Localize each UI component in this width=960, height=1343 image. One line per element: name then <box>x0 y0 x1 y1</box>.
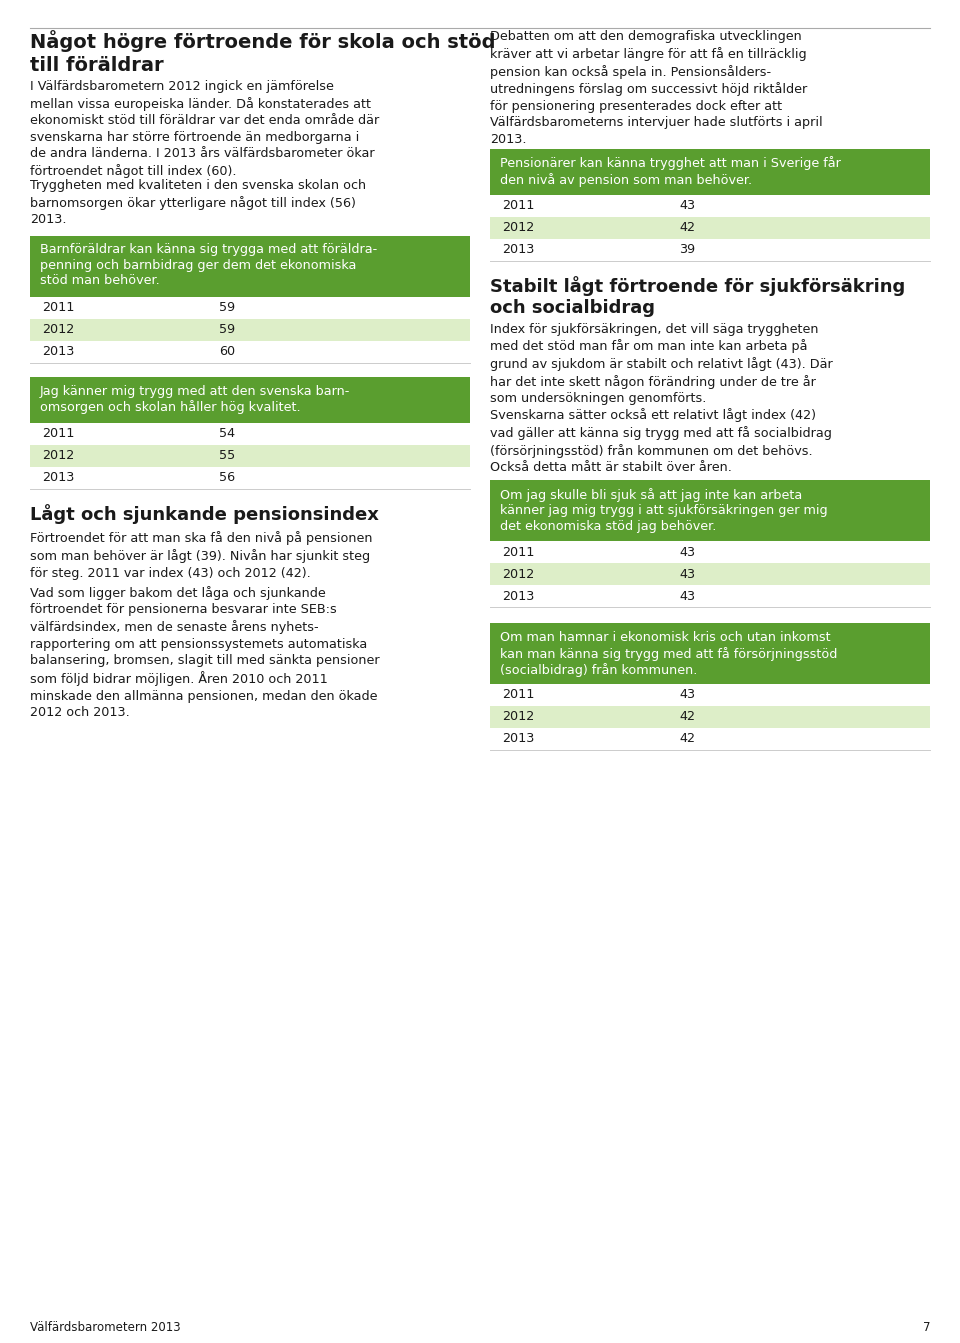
Text: 43: 43 <box>680 568 695 580</box>
Bar <box>490 239 930 261</box>
Text: 2012: 2012 <box>502 222 535 234</box>
Text: 2011: 2011 <box>42 427 74 441</box>
Text: Lågt och sjunkande pensionsindex: Lågt och sjunkande pensionsindex <box>30 505 379 525</box>
Text: 2011: 2011 <box>502 689 535 701</box>
Text: Förtroendet för att man ska få den nivå på pensionen
som man behöver är lågt (39: Förtroendet för att man ska få den nivå … <box>30 532 372 580</box>
Text: I Välfärdsbarometern 2012 ingick en jämförelse
mellan vissa europeiska länder. D: I Välfärdsbarometern 2012 ingick en jämf… <box>30 81 379 179</box>
Text: 43: 43 <box>680 545 695 559</box>
Bar <box>490 195 930 216</box>
Bar <box>30 341 470 363</box>
Text: 2011: 2011 <box>502 199 535 212</box>
Bar <box>490 684 930 706</box>
Bar <box>30 376 470 423</box>
Text: 59: 59 <box>219 301 235 314</box>
Bar <box>490 541 930 563</box>
Text: Stabilt lågt förtroende för sjukförsäkring
och socialbidrag: Stabilt lågt förtroende för sjukförsäkri… <box>490 277 905 317</box>
Text: 2012: 2012 <box>42 324 74 336</box>
Text: 2013: 2013 <box>502 590 535 603</box>
Text: 43: 43 <box>680 590 695 603</box>
Text: Index för sjukförsäkringen, det vill säga tryggheten
med det stöd man får om man: Index för sjukförsäkringen, det vill säg… <box>490 322 832 406</box>
Bar <box>490 623 930 684</box>
Text: Något högre förtroende för skola och stöd
till föräldrar: Något högre förtroende för skola och stö… <box>30 30 495 75</box>
Text: 60: 60 <box>219 345 235 359</box>
Bar <box>30 318 470 341</box>
Text: 43: 43 <box>680 689 695 701</box>
Bar <box>490 586 930 607</box>
Text: Debatten om att den demografiska utvecklingen
kräver att vi arbetar längre för a: Debatten om att den demografiska utveckl… <box>490 30 823 146</box>
Text: Om jag skulle bli sjuk så att jag inte kan arbeta
känner jag mig trygg i att sju: Om jag skulle bli sjuk så att jag inte k… <box>500 488 828 533</box>
Bar <box>30 466 470 489</box>
Text: 42: 42 <box>680 710 695 724</box>
Text: 2011: 2011 <box>42 301 74 314</box>
Bar <box>30 423 470 445</box>
Text: 2012: 2012 <box>42 449 74 462</box>
Text: 2013: 2013 <box>42 345 74 359</box>
Text: 2013: 2013 <box>502 243 535 257</box>
Text: 2013: 2013 <box>502 732 535 745</box>
Text: 56: 56 <box>219 471 235 483</box>
Text: Barnföräldrar kan känna sig trygga med att föräldra-
penning och barnbidrag ger : Barnföräldrar kan känna sig trygga med a… <box>40 243 377 287</box>
Bar <box>490 706 930 728</box>
Text: 55: 55 <box>219 449 235 462</box>
Text: Om man hamnar i ekonomisk kris och utan inkomst
kan man känna sig trygg med att : Om man hamnar i ekonomisk kris och utan … <box>500 631 837 677</box>
Text: 42: 42 <box>680 222 695 234</box>
Text: 7: 7 <box>923 1322 930 1334</box>
Bar <box>490 563 930 586</box>
Text: 39: 39 <box>680 243 695 257</box>
Text: Svenskarna sätter också ett relativt lågt index (42)
vad gäller att känna sig tr: Svenskarna sätter också ett relativt låg… <box>490 408 832 474</box>
Bar <box>490 728 930 749</box>
Text: 43: 43 <box>680 199 695 212</box>
Text: Jag känner mig trygg med att den svenska barn-
omsorgen och skolan håller hög kv: Jag känner mig trygg med att den svenska… <box>40 384 350 414</box>
Text: 2013: 2013 <box>42 471 74 483</box>
Bar <box>30 235 470 297</box>
Bar <box>490 479 930 541</box>
Text: Vad som ligger bakom det låga och sjunkande
förtroendet för pensionerna besvarar: Vad som ligger bakom det låga och sjunka… <box>30 586 379 720</box>
Text: Tryggheten med kvaliteten i den svenska skolan och
barnomsorgen ökar ytterligare: Tryggheten med kvaliteten i den svenska … <box>30 179 366 227</box>
Text: Välfärdsbarometern 2013: Välfärdsbarometern 2013 <box>30 1322 180 1334</box>
Text: 59: 59 <box>219 324 235 336</box>
Text: 42: 42 <box>680 732 695 745</box>
Bar <box>30 297 470 318</box>
Text: 2012: 2012 <box>502 710 535 724</box>
Text: 2011: 2011 <box>502 545 535 559</box>
Text: Pensionärer kan känna trygghet att man i Sverige får
den nivå av pension som man: Pensionärer kan känna trygghet att man i… <box>500 157 841 187</box>
Text: 2012: 2012 <box>502 568 535 580</box>
Bar <box>490 149 930 195</box>
Bar <box>490 216 930 239</box>
Bar <box>30 445 470 466</box>
Text: 54: 54 <box>219 427 235 441</box>
